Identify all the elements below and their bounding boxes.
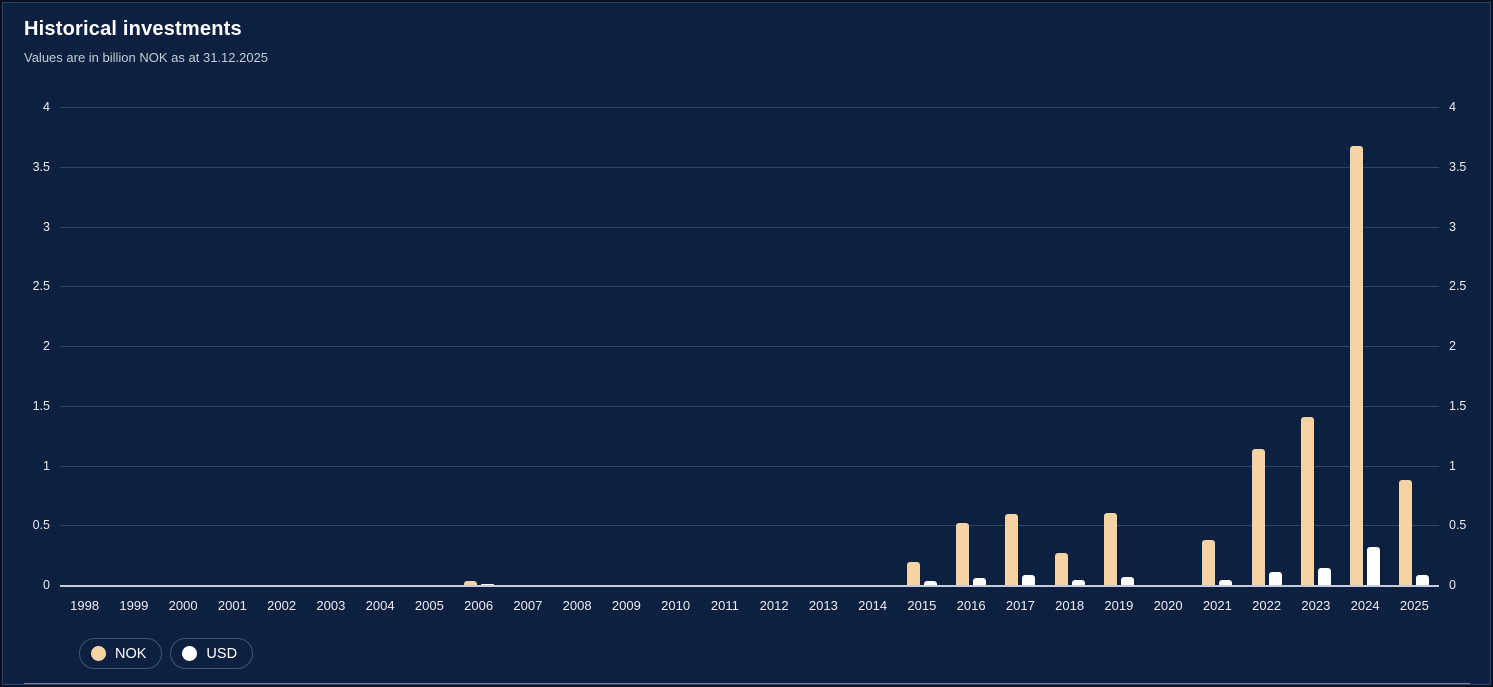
bar-usd-2023[interactable] [1317, 568, 1331, 585]
bar-nok-2017[interactable] [1005, 514, 1019, 585]
gridline-2 [60, 346, 1439, 347]
bar-usd-2018[interactable] [1071, 580, 1085, 585]
gridline-4 [60, 107, 1439, 108]
x-axis-label-2008: 2008 [562, 598, 592, 613]
x-axis-label-2011: 2011 [710, 598, 739, 613]
x-axis-label-2003: 2003 [316, 598, 346, 613]
bar-usd-2006[interactable] [480, 583, 494, 585]
bar-usd-2017[interactable] [1022, 575, 1036, 585]
x-axis-label-2007: 2007 [513, 598, 543, 613]
nok-swatch-icon [91, 646, 106, 661]
y-axis-left-label-3.5: 3.5 [32, 159, 50, 174]
x-axis-label-2015: 2015 [907, 598, 937, 613]
bar-nok-2019[interactable] [1103, 513, 1117, 585]
x-axis-label-2010: 2010 [661, 598, 691, 613]
x-axis-label-2004: 2004 [365, 598, 395, 613]
x-axis-baseline [60, 585, 1439, 587]
usd-swatch-icon [182, 646, 198, 661]
legend-usd-label: USD [206, 645, 238, 662]
bar-usd-2015[interactable] [923, 581, 937, 585]
bar-usd-2019[interactable] [1120, 576, 1134, 585]
y-axis-right-label-1: 1 [1449, 458, 1456, 473]
x-axis-label-2025: 2025 [1399, 598, 1429, 613]
legend-nok-button[interactable]: NOK [79, 638, 163, 669]
y-axis-right-label-1.5: 1.5 [1449, 398, 1467, 413]
x-axis-label-2014: 2014 [858, 598, 888, 613]
bar-usd-2016[interactable] [973, 577, 987, 585]
y-axis-right-label-0.5: 0.5 [1449, 518, 1467, 533]
x-axis-label-2005: 2005 [414, 598, 444, 613]
x-axis-label-2000: 2000 [168, 598, 198, 613]
x-axis-label-2024: 2024 [1350, 598, 1380, 613]
bar-nok-2023[interactable] [1300, 416, 1314, 585]
y-axis-left-label-2: 2 [43, 339, 50, 353]
bar-nok-2025[interactable] [1399, 479, 1413, 585]
x-axis-label-2006: 2006 [464, 598, 494, 613]
y-axis-left-label-1: 1 [43, 458, 50, 473]
gridline-3.5 [60, 166, 1439, 168]
bar-nok-2018[interactable] [1054, 552, 1068, 585]
x-axis-label-2016: 2016 [956, 598, 986, 613]
y-axis-left-label-2.5: 2.5 [32, 279, 50, 294]
chart-legend: NOK USD [79, 638, 254, 669]
gridline-0.5 [60, 525, 1439, 527]
page-subtitle: Values are in billion NOK as at 31.12.20… [24, 50, 269, 65]
gridline-2.5 [60, 286, 1439, 288]
x-axis-label-2020: 2020 [1153, 598, 1183, 613]
x-axis-label-2019: 2019 [1104, 598, 1134, 613]
bar-nok-2022[interactable] [1251, 448, 1265, 585]
bar-nok-2006[interactable] [463, 581, 477, 585]
legend-nok-label: NOK [115, 645, 147, 662]
y-axis-left-label-1.5: 1.5 [32, 398, 50, 413]
y-axis-right-label-2: 2 [1449, 339, 1456, 353]
y-axis-left-label-0.5: 0.5 [32, 518, 50, 533]
x-axis-label-1999: 1999 [119, 598, 149, 613]
x-axis-label-2009: 2009 [611, 598, 641, 613]
page-title: Historical investments [24, 18, 242, 40]
bar-nok-2015[interactable] [906, 562, 920, 585]
x-axis-label-2021: 2021 [1202, 598, 1232, 613]
gridline-3 [60, 226, 1439, 228]
y-axis-right-label-0: 0 [1449, 578, 1456, 592]
y-axis-left-label-0: 0 [43, 578, 50, 592]
bar-nok-2024[interactable] [1350, 146, 1364, 585]
bar-nok-2016[interactable] [956, 522, 970, 585]
y-axis-left-label-4: 4 [43, 100, 50, 114]
bottom-divider [24, 683, 1470, 684]
x-axis-label-2013: 2013 [808, 598, 838, 613]
x-axis-label-2001: 2001 [217, 598, 247, 613]
x-axis-label-2023: 2023 [1301, 598, 1331, 613]
x-axis-label-2017: 2017 [1005, 598, 1035, 613]
gridline-1.5 [60, 405, 1439, 407]
gridline-1 [60, 465, 1439, 467]
x-axis-label-2022: 2022 [1252, 598, 1282, 613]
y-axis-left-label-3: 3 [43, 219, 50, 234]
bar-usd-2022[interactable] [1268, 571, 1282, 585]
legend-usd-button[interactable]: USD [170, 638, 254, 669]
x-axis-label-1998: 1998 [70, 598, 100, 613]
y-axis-right-label-3: 3 [1449, 219, 1456, 234]
bar-nok-2021[interactable] [1202, 539, 1216, 585]
bar-usd-2021[interactable] [1219, 580, 1233, 585]
y-axis-right-label-2.5: 2.5 [1449, 279, 1467, 294]
y-axis-right-label-3.5: 3.5 [1449, 159, 1467, 174]
x-axis-label-2002: 2002 [267, 598, 297, 613]
bar-usd-2025[interactable] [1416, 575, 1430, 585]
bar-usd-2024[interactable] [1367, 546, 1381, 585]
y-axis-right-label-4: 4 [1449, 100, 1456, 114]
x-axis-label-2018: 2018 [1055, 598, 1085, 613]
x-axis-label-2012: 2012 [759, 598, 789, 613]
